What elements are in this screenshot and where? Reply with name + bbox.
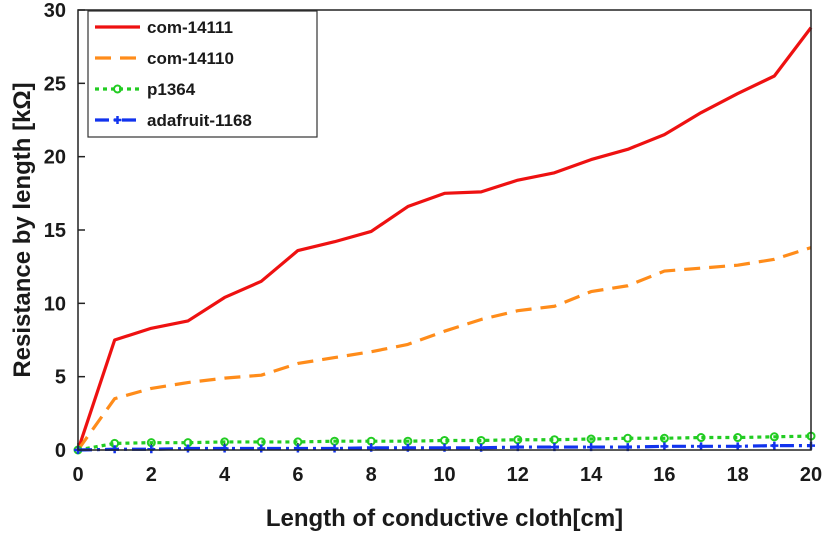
data-point-p1364 — [623, 433, 633, 443]
x-tick-label: 18 — [727, 464, 749, 486]
x-axis-label: Length of conductive cloth[cm] — [266, 505, 623, 532]
x-tick-label: 6 — [292, 464, 303, 486]
x-tick-label: 0 — [72, 464, 83, 486]
data-point-adafruit-1168 — [697, 442, 706, 451]
y-tick-label: 15 — [44, 220, 66, 242]
y-tick-label: 20 — [44, 147, 66, 169]
legend-marker-adafruit-1168 — [113, 116, 122, 124]
x-tick-label: 16 — [653, 464, 675, 486]
data-point-p1364 — [769, 432, 779, 442]
x-tick-label: 20 — [800, 464, 822, 486]
data-point-adafruit-1168 — [183, 444, 192, 453]
data-point-adafruit-1168 — [733, 442, 742, 451]
axis-ticks: 0 2 4 6 8 10 12 14 16 18 20 0 5 10 15 20 25 30 — [44, 0, 822, 486]
y-tick-label: 25 — [44, 73, 66, 95]
y-tick-label: 5 — [55, 367, 66, 389]
x-tick-label: 14 — [580, 464, 603, 486]
data-point-p1364 — [733, 433, 743, 443]
x-tick-label: 8 — [366, 464, 377, 486]
data-point-p1364 — [586, 434, 596, 444]
data-point-p1364 — [696, 433, 706, 443]
x-tick-label: 4 — [219, 464, 231, 486]
data-point-adafruit-1168 — [660, 442, 669, 451]
x-tick-label: 12 — [507, 464, 529, 486]
series-line-com-14111 — [76, 26, 813, 451]
data-point-adafruit-1168 — [220, 444, 229, 453]
data-point-adafruit-1168 — [330, 444, 339, 453]
y-axis-label: Resistance by length [kΩ] — [9, 82, 36, 377]
legend-label-adafruit-1168: adafruit-1168 — [147, 111, 252, 130]
x-tick-label: 2 — [146, 464, 157, 486]
data-point-adafruit-1168 — [293, 444, 302, 453]
x-tick-label: 10 — [433, 464, 455, 486]
legend-label-p1364: p1364 — [147, 80, 196, 99]
legend-marker-p1364 — [113, 84, 122, 94]
data-point-p1364 — [659, 433, 669, 443]
y-tick-label: 30 — [44, 0, 66, 22]
series-line-com-14110 — [76, 246, 812, 451]
plot-area-frame — [77, 9, 812, 451]
legend-entries: com-14111 com-14110 p1364 adafruit-1168 — [95, 18, 252, 130]
series-line-p1364 — [77, 434, 812, 452]
series-lines — [73, 26, 816, 455]
legend-box — [87, 10, 318, 138]
data-point-adafruit-1168 — [257, 444, 266, 453]
legend-label-com-14111: com-14111 — [147, 18, 233, 37]
data-point-adafruit-1168 — [770, 441, 779, 450]
legend-label-com-14110: com-14110 — [147, 49, 234, 68]
y-tick-label: 10 — [44, 293, 66, 315]
y-tick-label: 0 — [55, 440, 66, 462]
legend: com-14111 com-14110 p1364 adafruit-1168 — [87, 10, 318, 138]
